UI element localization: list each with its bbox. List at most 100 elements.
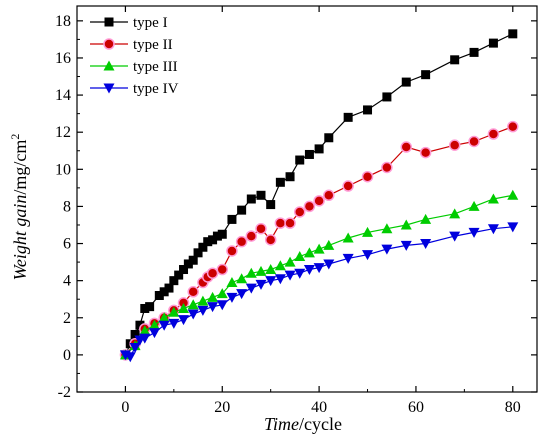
data-point-type-i [488, 38, 498, 48]
data-point-type-iii [468, 200, 480, 211]
data-point-type-iv [323, 259, 335, 270]
data-point-type-i [203, 237, 213, 247]
data-point-type-iv [226, 292, 238, 303]
data-point-type-ii [448, 139, 461, 151]
data-point-type-iv [420, 239, 432, 250]
data-point-type-i [154, 291, 164, 300]
y-tick-label: -2 [58, 384, 71, 401]
data-point-type-iv [148, 328, 160, 339]
data-point-type-ii [313, 195, 325, 207]
data-point-type-ii [264, 234, 277, 246]
data-point-type-i [164, 283, 174, 293]
y-tick-label: 2 [63, 310, 71, 327]
x-tick-label: 40 [311, 399, 327, 416]
data-point-type-i [304, 149, 314, 159]
data-point-type-iii [158, 312, 170, 323]
data-point-type-i [421, 70, 431, 80]
data-point-type-ii [400, 141, 413, 153]
data-point-type-i [285, 172, 295, 182]
legend-marker-type-iii [103, 60, 115, 71]
data-point-type-iii [265, 264, 277, 275]
legend-marker-type-iv [103, 83, 115, 94]
data-point-type-ii [216, 263, 229, 276]
data-point-type-iii [178, 302, 190, 313]
data-point-type-iv [255, 279, 267, 290]
data-point-type-i [237, 205, 247, 215]
data-point-type-i [130, 329, 140, 339]
data-point-type-iii [487, 193, 499, 204]
y-tick-label: 16 [55, 50, 71, 67]
data-point-type-iv [187, 309, 199, 320]
data-point-type-iii [197, 295, 209, 306]
data-point-type-iv [400, 240, 412, 251]
data-point-type-i [382, 92, 392, 102]
legend: type I type II type III type IV [90, 15, 179, 97]
data-point-type-i [193, 248, 203, 258]
data-point-type-iv [124, 352, 136, 363]
data-point-type-iv [236, 289, 248, 300]
legend-label-type-iv: type IV [133, 81, 179, 97]
data-point-type-iv [342, 253, 354, 264]
data-point-type-ii [468, 135, 480, 148]
data-point-type-i [179, 265, 189, 275]
data-point-type-iv [487, 224, 499, 235]
data-point-type-iv [507, 222, 519, 233]
data-point-type-iii [420, 213, 432, 224]
data-point-type-ii [487, 128, 500, 140]
data-point-type-ii [226, 245, 238, 257]
data-point-type-i [256, 190, 266, 200]
y-tick-label: 18 [55, 13, 71, 30]
data-point-type-i [135, 320, 145, 330]
data-point-type-iii [207, 291, 219, 302]
series-layer [119, 29, 519, 363]
x-tick-label: 60 [408, 399, 424, 416]
legend-label-type-i: type I [133, 15, 168, 31]
y-axis-title-italic: Weight gain [10, 195, 30, 281]
data-point-type-ii [507, 120, 519, 133]
data-point-type-ii [361, 170, 374, 183]
series-line-type-iii [124, 194, 513, 356]
y-tick-label: 4 [63, 273, 71, 290]
axes: 0 20 40 60 80 -2 0 2 4 6 8 10 12 14 16 18 [55, 5, 538, 416]
data-point-type-iv [274, 274, 286, 285]
series-type-ii [119, 120, 519, 361]
data-point-type-i [469, 47, 479, 57]
data-point-type-iv [178, 315, 190, 326]
data-point-type-iii [168, 306, 180, 317]
data-point-type-ii [274, 217, 287, 229]
data-point-type-iii [148, 319, 160, 330]
data-point-type-i [508, 29, 518, 39]
legend-label-type-ii: type II [133, 37, 173, 53]
data-point-type-iii [449, 208, 461, 219]
data-point-type-iv [362, 250, 374, 261]
data-point-type-iv [468, 227, 480, 238]
data-point-type-iv [284, 270, 296, 281]
data-point-type-iii [381, 223, 393, 234]
data-point-type-i [275, 177, 285, 187]
data-point-type-ii [206, 267, 219, 279]
data-point-type-ii [187, 286, 199, 298]
y-tick-label: 6 [63, 236, 71, 253]
data-point-type-ii [342, 180, 354, 192]
data-point-type-i [169, 276, 179, 286]
x-axis-title-italic: Time [264, 414, 299, 434]
data-point-type-ii [284, 217, 296, 229]
data-point-type-i [174, 270, 184, 280]
data-point-type-i [188, 255, 198, 265]
data-point-type-iii [255, 265, 267, 276]
data-point-type-iii [216, 288, 228, 299]
data-point-type-i [140, 303, 150, 313]
x-tick-label: 80 [505, 399, 521, 416]
data-point-type-ii [323, 189, 335, 202]
data-point-type-iv [139, 333, 151, 344]
legend-marker-type-ii [103, 38, 115, 50]
data-point-type-i [266, 200, 276, 210]
data-point-type-i [217, 229, 227, 239]
data-point-type-iii [284, 256, 296, 267]
series-type-iv [119, 222, 519, 363]
data-point-type-iv [129, 342, 141, 353]
data-point-type-iii [245, 267, 257, 278]
data-point-type-iii [313, 243, 325, 254]
data-point-type-i [363, 105, 373, 115]
legend-marker-type-i [104, 17, 114, 27]
